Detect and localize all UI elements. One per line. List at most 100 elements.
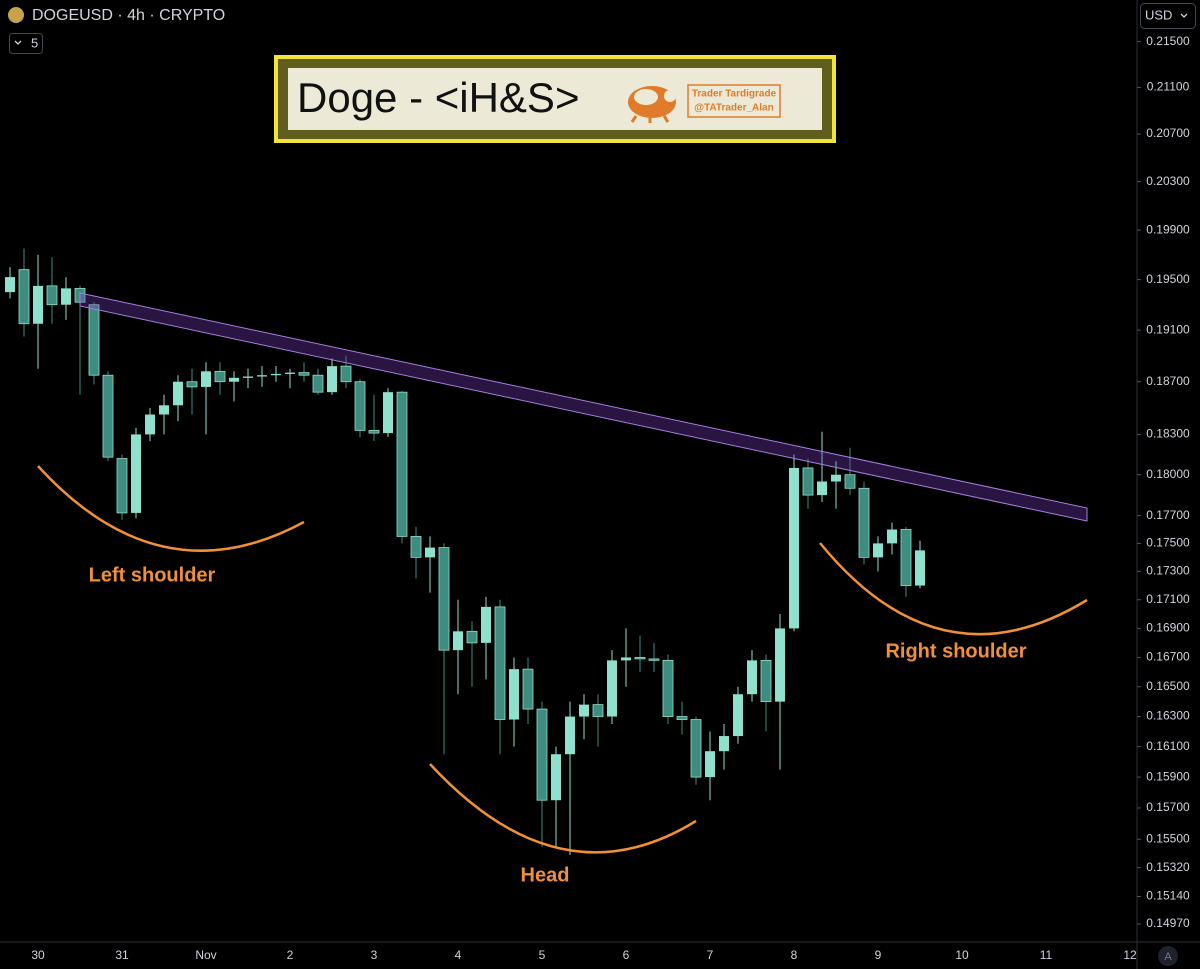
candle-body — [5, 277, 15, 293]
x-tick-label: 8 — [791, 948, 798, 962]
candle-body — [592, 704, 604, 717]
candle-body — [173, 381, 183, 406]
y-tick-label: 0.14970 — [1146, 916, 1190, 930]
y-tick-label: 0.15900 — [1146, 769, 1190, 783]
watermark-box — [687, 84, 781, 118]
title-panel — [288, 68, 822, 130]
candle-body — [551, 754, 561, 801]
candle-body — [257, 375, 267, 377]
candle-body — [831, 474, 841, 482]
candle-body — [145, 414, 155, 435]
candle-body — [116, 458, 128, 514]
watermark: @TATrader_Alan — [694, 103, 773, 114]
candle-body — [662, 659, 674, 717]
chart-title: Doge - <iH&S> — [297, 74, 579, 121]
y-tick-label: 0.19500 — [1146, 272, 1190, 286]
y-tick-label: 0.15140 — [1146, 889, 1190, 903]
candle-body — [410, 536, 422, 558]
candle-body — [817, 481, 827, 496]
candle-body — [802, 467, 814, 496]
candle-body — [509, 669, 519, 720]
y-tick-label: 0.21100 — [1147, 80, 1190, 94]
candle-body — [775, 628, 785, 702]
x-tick-label: 30 — [31, 948, 45, 962]
neckline — [79, 292, 1088, 522]
y-tick-label: 0.19100 — [1146, 322, 1190, 336]
candle-body — [243, 376, 253, 378]
candle-body — [102, 374, 114, 458]
y-tick-label: 0.16700 — [1146, 650, 1190, 664]
candle-body — [453, 631, 463, 651]
y-tick-label: 0.17700 — [1146, 508, 1190, 522]
candle-body — [915, 550, 925, 586]
candle-body — [131, 434, 141, 513]
candle-body — [607, 660, 617, 717]
y-tick-label: 0.20300 — [1146, 174, 1190, 188]
chevron — [14, 40, 22, 45]
candle-body — [690, 719, 702, 778]
candle-body — [159, 405, 169, 415]
candle-body — [494, 606, 506, 720]
y-tick-label: 0.16500 — [1146, 679, 1190, 693]
logo — [628, 86, 676, 123]
candle-body — [466, 630, 478, 644]
y-tick-label: 0.16900 — [1146, 621, 1190, 635]
y-tick-label: 0.16300 — [1146, 709, 1190, 723]
candle-body — [438, 547, 450, 651]
candle-body — [214, 370, 226, 383]
candle-body — [733, 694, 743, 737]
y-tick-label: 0.18300 — [1146, 427, 1190, 441]
candle-body — [327, 366, 337, 393]
auto-scale-label: A — [1164, 951, 1172, 963]
candle-body — [536, 708, 548, 801]
x-tick-label: 12 — [1123, 948, 1137, 962]
y-tick-label: 0.17300 — [1146, 564, 1190, 578]
auto-scale-button[interactable] — [1158, 946, 1178, 966]
candle-body — [887, 529, 897, 544]
x-tick-label: 4 — [455, 948, 462, 962]
candle-body — [383, 392, 393, 434]
y-tick-label: 0.18700 — [1146, 374, 1190, 388]
candle-body — [340, 365, 352, 383]
candle-body — [425, 547, 435, 558]
y-tick-label: 0.19900 — [1146, 222, 1190, 236]
y-tick-label: 0.18000 — [1146, 467, 1190, 481]
candle-body — [61, 288, 71, 305]
symbol[interactable]: DOGEUSD · 4h · CRYPTO — [32, 7, 225, 24]
y-tick-label: 0.16100 — [1146, 739, 1190, 753]
indicator-badge[interactable] — [9, 33, 43, 54]
shoulder-arc — [37, 465, 305, 552]
shoulder-arc — [819, 542, 1088, 636]
annotation: Head — [521, 864, 570, 886]
x-tick-label: 2 — [287, 948, 294, 962]
watermark: Trader Tardigrade — [692, 89, 777, 100]
x-tick-label: 6 — [623, 948, 630, 962]
candle-body — [900, 529, 912, 586]
candle-body — [298, 372, 310, 376]
candle-body — [186, 381, 198, 388]
y-tick-label: 0.20700 — [1146, 126, 1190, 140]
candle-body — [271, 373, 281, 376]
candle-body — [522, 668, 534, 710]
candle-body — [858, 487, 870, 558]
x-tick-label: 11 — [1040, 948, 1053, 962]
candle-body — [579, 704, 589, 717]
candle-body — [285, 372, 295, 374]
candle-body — [396, 391, 408, 537]
x-tick-label: Nov — [195, 948, 216, 962]
candle-body — [719, 736, 729, 752]
candle-body — [676, 716, 688, 720]
x-tick-label: 31 — [115, 948, 129, 962]
x-tick-label: 9 — [875, 948, 882, 962]
candle-body — [201, 371, 211, 387]
symbol-icon — [8, 7, 24, 23]
candle-body — [844, 474, 856, 489]
candle-body — [88, 304, 100, 376]
candle-body — [747, 660, 757, 695]
y-tick-label: 0.15700 — [1146, 800, 1190, 814]
currency-selector[interactable] — [1140, 3, 1196, 29]
candle-body — [565, 716, 575, 755]
y-tick-label: 0.15320 — [1146, 860, 1190, 874]
